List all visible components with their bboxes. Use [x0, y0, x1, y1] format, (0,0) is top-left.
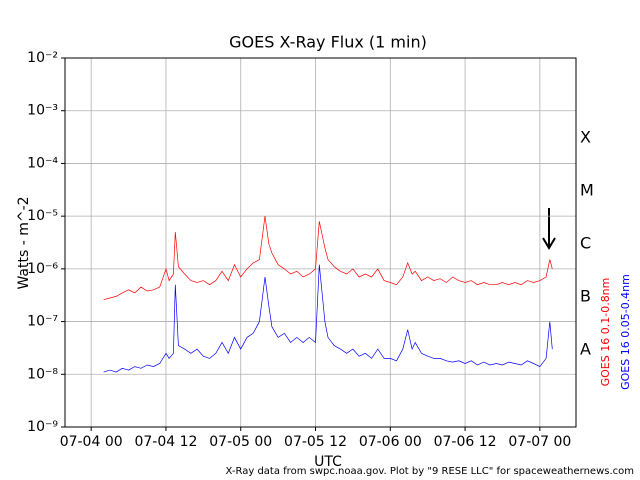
credit: X-Ray data from swpc.noaa.gov. Plot by "…: [226, 466, 634, 477]
y-tick-label: 10⁻⁵: [27, 208, 58, 224]
x-tick-label: 07-05 12: [284, 434, 347, 450]
series-line: [103, 264, 553, 373]
y-tick-label: 10⁻⁹: [27, 419, 58, 435]
plot-frame: [64, 57, 577, 428]
y-tick-label: 10⁻⁴: [27, 155, 58, 171]
flare-class: M: [580, 181, 594, 200]
chart-title: GOES X-Ray Flux (1 min): [229, 33, 427, 52]
y-tick-label: 10⁻³: [27, 103, 58, 119]
x-tick-label: 07-06 12: [434, 434, 497, 450]
series-line: [103, 216, 553, 301]
y-tick-label: 10⁻⁶: [27, 261, 58, 277]
y-tick-label: 10⁻⁷: [27, 314, 58, 330]
flare-class: C: [580, 234, 591, 253]
flare-class: X: [580, 128, 591, 147]
arrow: [542, 208, 556, 250]
y-axis-label: Watts - m^-2: [16, 196, 32, 289]
x-axis-label: UTC: [314, 454, 342, 470]
series-label: GOES 16 0.05-0.4nm: [619, 274, 632, 390]
x-tick-label: 07-04 00: [60, 434, 123, 450]
y-tick-label: 10⁻²: [27, 50, 58, 66]
y-tick-label: 10⁻⁸: [27, 366, 58, 382]
series-label: GOES 16 0.1-0.8nm: [599, 278, 612, 387]
flare-class: B: [580, 287, 591, 306]
x-tick-label: 07-06 00: [359, 434, 422, 450]
x-tick-label: 07-04 12: [134, 434, 197, 450]
x-tick-label: 07-05 00: [209, 434, 272, 450]
flare-class: A: [580, 340, 591, 359]
x-tick-label: 07-07 00: [508, 434, 571, 450]
